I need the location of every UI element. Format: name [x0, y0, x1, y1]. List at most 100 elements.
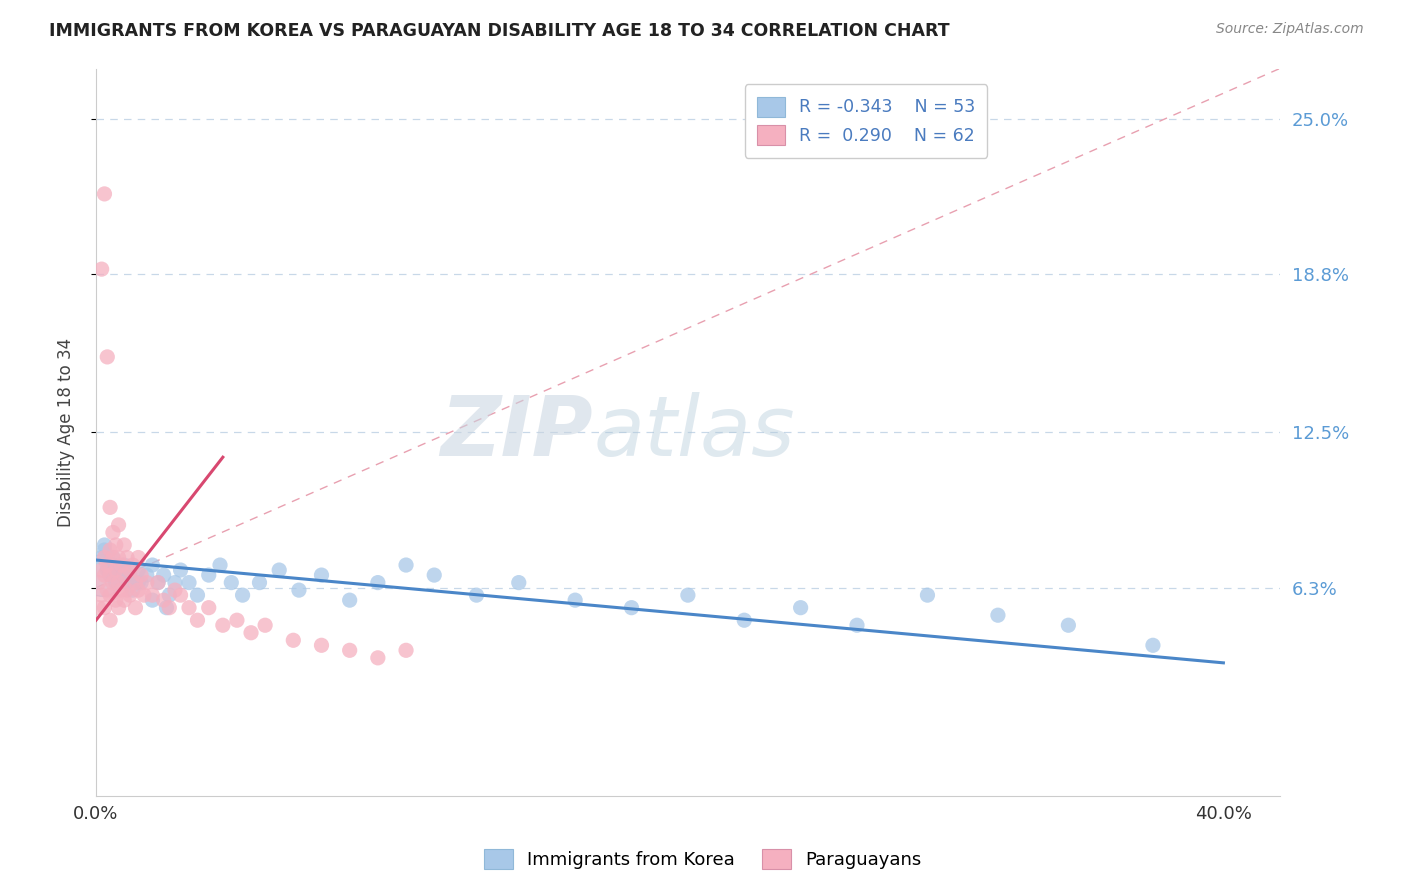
Legend: R = -0.343    N = 53, R =  0.290    N = 62: R = -0.343 N = 53, R = 0.290 N = 62	[745, 85, 987, 158]
Point	[177, 575, 200, 590]
Point	[127, 583, 149, 598]
Point	[186, 588, 208, 602]
Point	[1142, 638, 1164, 652]
Point	[101, 575, 124, 590]
Point	[101, 558, 124, 572]
Point	[311, 568, 333, 582]
Point	[249, 575, 271, 590]
Point	[107, 563, 129, 577]
Point	[104, 575, 127, 590]
Point	[169, 563, 191, 577]
Point	[104, 563, 127, 577]
Point	[121, 558, 143, 572]
Point	[121, 583, 143, 598]
Point	[107, 550, 129, 565]
Point	[141, 593, 163, 607]
Point	[129, 575, 152, 590]
Point	[917, 588, 939, 602]
Point	[226, 613, 249, 627]
Point	[112, 568, 135, 582]
Point	[269, 563, 291, 577]
Point	[112, 563, 135, 577]
Point	[157, 600, 180, 615]
Legend: Immigrants from Korea, Paraguayans: Immigrants from Korea, Paraguayans	[475, 839, 931, 879]
Point	[115, 575, 138, 590]
Point	[152, 593, 174, 607]
Point	[163, 575, 186, 590]
Text: Source: ZipAtlas.com: Source: ZipAtlas.com	[1216, 22, 1364, 37]
Point	[152, 568, 174, 582]
Point	[135, 575, 157, 590]
Point	[93, 543, 115, 558]
Point	[508, 575, 530, 590]
Point	[157, 588, 180, 602]
Point	[232, 588, 254, 602]
Point	[90, 550, 112, 565]
Point	[104, 593, 127, 607]
Text: IMMIGRANTS FROM KOREA VS PARAGUAYAN DISABILITY AGE 18 TO 34 CORRELATION CHART: IMMIGRANTS FROM KOREA VS PARAGUAYAN DISA…	[49, 22, 950, 40]
Point	[221, 575, 243, 590]
Point	[423, 568, 446, 582]
Point	[367, 650, 389, 665]
Point	[98, 543, 121, 558]
Point	[733, 613, 755, 627]
Point	[124, 575, 146, 590]
Point	[367, 575, 389, 590]
Point	[93, 600, 115, 615]
Point	[112, 558, 135, 572]
Point	[90, 588, 112, 602]
Point	[107, 575, 129, 590]
Point	[789, 600, 811, 615]
Point	[107, 517, 129, 532]
Point	[110, 568, 132, 582]
Point	[211, 618, 233, 632]
Point	[465, 588, 488, 602]
Point	[118, 563, 141, 577]
Point	[129, 568, 152, 582]
Point	[197, 568, 219, 582]
Point	[127, 550, 149, 565]
Point	[311, 638, 333, 652]
Point	[987, 608, 1010, 623]
Y-axis label: Disability Age 18 to 34: Disability Age 18 to 34	[58, 337, 75, 526]
Point	[110, 558, 132, 572]
Point	[620, 600, 643, 615]
Point	[115, 583, 138, 598]
Point	[846, 618, 869, 632]
Point	[395, 558, 418, 572]
Point	[676, 588, 699, 602]
Point	[240, 625, 263, 640]
Point	[93, 550, 115, 565]
Point	[288, 583, 311, 598]
Point	[104, 538, 127, 552]
Point	[90, 563, 112, 577]
Point	[98, 588, 121, 602]
Point	[135, 568, 157, 582]
Point	[101, 550, 124, 565]
Point	[98, 568, 121, 582]
Point	[98, 500, 121, 515]
Point	[112, 593, 135, 607]
Point	[124, 600, 146, 615]
Point	[98, 568, 121, 582]
Point	[87, 575, 110, 590]
Point	[107, 600, 129, 615]
Point	[163, 583, 186, 598]
Point	[141, 558, 163, 572]
Point	[101, 550, 124, 565]
Point	[146, 575, 169, 590]
Point	[110, 583, 132, 598]
Point	[146, 575, 169, 590]
Point	[132, 588, 155, 602]
Point	[283, 633, 305, 648]
Point	[208, 558, 231, 572]
Point	[339, 643, 361, 657]
Point	[127, 575, 149, 590]
Text: ZIP: ZIP	[440, 392, 593, 473]
Point	[101, 525, 124, 540]
Point	[254, 618, 277, 632]
Point	[177, 600, 200, 615]
Point	[564, 593, 586, 607]
Point	[112, 538, 135, 552]
Point	[96, 583, 118, 598]
